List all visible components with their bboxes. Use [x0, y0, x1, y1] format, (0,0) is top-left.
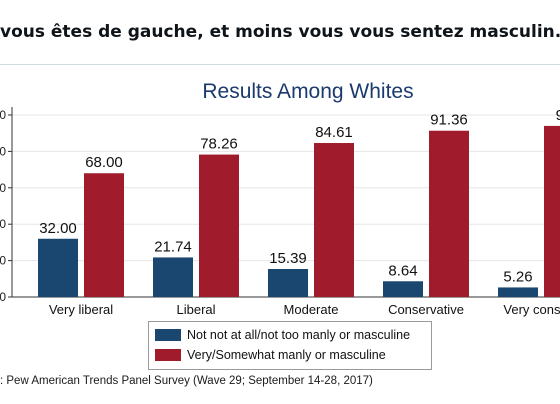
legend-item-series-2: Very/Somewhat manly or masculine	[155, 345, 425, 365]
category-label-1: Very liberal	[49, 302, 113, 317]
bar-2-3[interactable]	[314, 143, 354, 297]
category-label-4: Conservative	[388, 302, 464, 317]
bar-2-1[interactable]	[84, 173, 124, 297]
value-label-1-4: 8.64	[388, 262, 417, 279]
category-label-2: Liberal	[176, 302, 215, 317]
bars	[38, 125, 560, 297]
bar-1-1[interactable]	[38, 238, 78, 297]
bar-1-2[interactable]	[153, 257, 193, 297]
bar-chart: Results Among Whites 0 0 0 0 0 0 32.00 68.00 21…	[0, 80, 560, 317]
category-label-5: Very conserv	[503, 302, 560, 317]
category-label-3: Moderate	[284, 302, 339, 317]
chart-title: Results Among Whites	[202, 80, 413, 103]
value-label-2-1: 68.00	[85, 154, 123, 171]
bar-1-5[interactable]	[498, 287, 538, 297]
value-label-1-1: 32.00	[39, 220, 77, 237]
value-label-1-5: 5.26	[503, 268, 532, 285]
source-note: : Pew American Trends Panel Survey (Wave…	[0, 375, 373, 387]
bar-2-2[interactable]	[199, 154, 239, 297]
legend-swatch-series-2	[155, 349, 181, 361]
bar-2-5[interactable]	[544, 125, 560, 297]
legend-item-series-1: Not not at all/not too manly or masculin…	[155, 325, 425, 345]
legend-label-series-2: Very/Somewhat manly or masculine	[187, 348, 386, 362]
legend-swatch-series-1	[155, 329, 181, 341]
value-label-2-5: 94	[556, 107, 560, 124]
value-label-1-2: 21.74	[154, 238, 192, 255]
value-label-2-2: 78.26	[200, 136, 238, 153]
value-label-2-4: 91.36	[430, 112, 468, 129]
bar-1-4[interactable]	[383, 281, 423, 297]
category-labels: Very liberal Liberal Moderate Conservative V…	[49, 302, 560, 317]
y-tick-label: 0	[0, 144, 6, 158]
legend: Not not at all/not too manly or masculin…	[148, 321, 432, 370]
y-tick-label: 0	[0, 290, 6, 304]
legend-label-series-1: Not not at all/not too manly or masculin…	[187, 328, 411, 342]
y-tick-label: 0	[0, 181, 6, 195]
y-tick-label: 0	[0, 108, 6, 122]
bar-1-3[interactable]	[268, 268, 308, 297]
bar-2-4[interactable]	[429, 130, 469, 297]
value-label-2-3: 84.61	[315, 124, 353, 141]
y-tick-label: 0	[0, 254, 6, 268]
value-labels: 32.00 68.00 21.74 78.26 15.39 84.61 8.64 91.36 5…	[39, 107, 560, 286]
chart-card[interactable]: Results Among Whites 0 0 0 0 0 0 32.00 68.00 21…	[0, 64, 560, 401]
headline: vous êtes de gauche, et moins vous vous …	[0, 22, 560, 42]
value-label-1-3: 15.39	[269, 250, 307, 267]
y-tick-label: 0	[0, 217, 6, 231]
